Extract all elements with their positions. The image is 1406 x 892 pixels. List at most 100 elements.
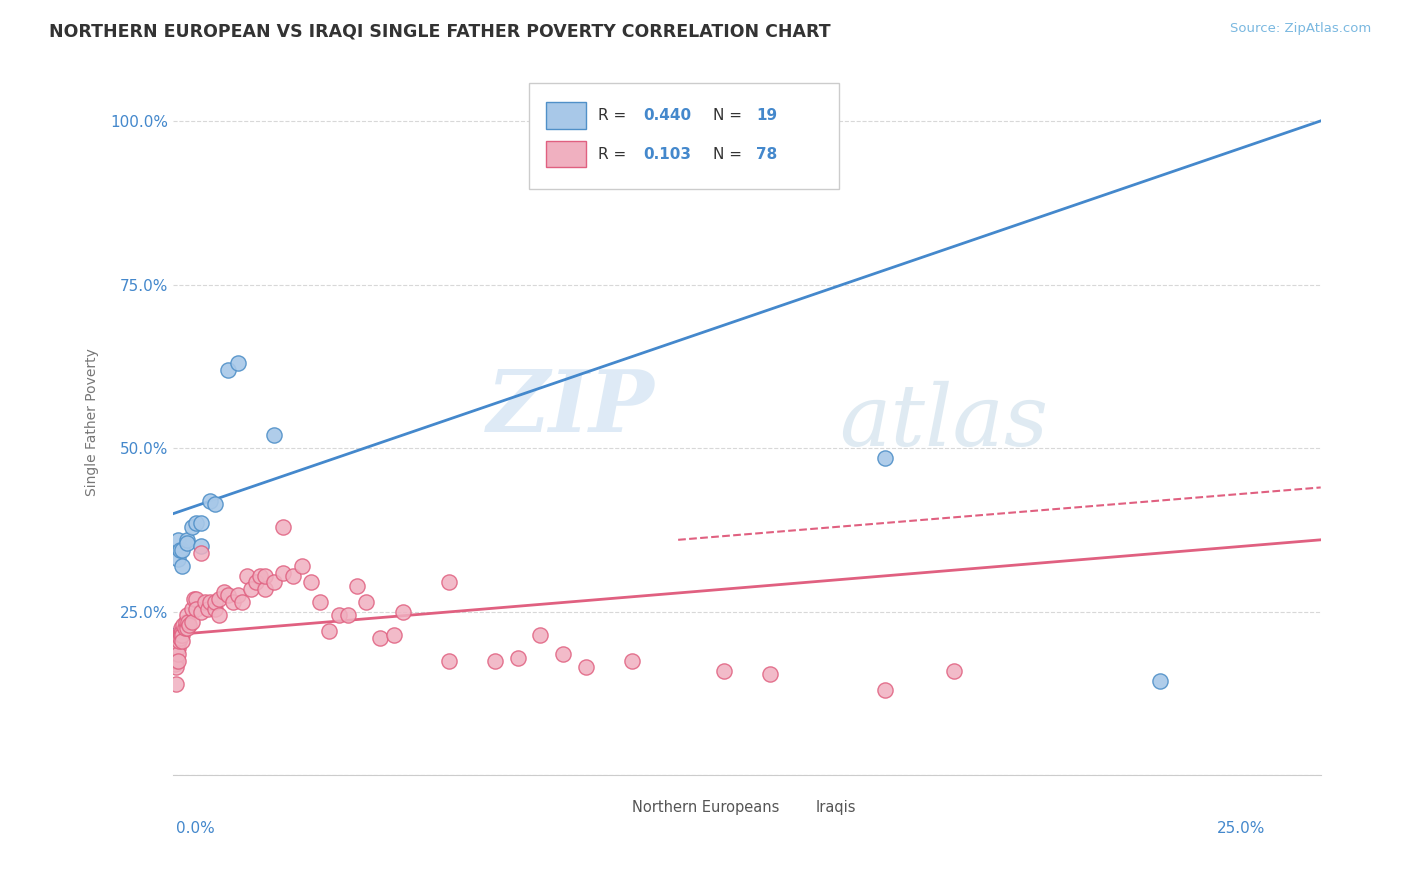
Point: [437, 654, 460, 668]
Point: [198, 595, 221, 609]
Point: [713, 664, 735, 678]
Text: ZIP: ZIP: [488, 366, 655, 450]
Point: [553, 648, 575, 662]
Point: [190, 605, 212, 619]
Point: [254, 569, 277, 583]
Point: [391, 605, 413, 619]
FancyBboxPatch shape: [770, 798, 807, 818]
Point: [167, 654, 190, 668]
Point: [336, 608, 359, 623]
Point: [204, 497, 226, 511]
Text: 25.0%: 25.0%: [1218, 821, 1265, 836]
Point: [169, 628, 191, 642]
Text: Northern Europeans: Northern Europeans: [633, 800, 779, 815]
Point: [529, 628, 551, 642]
Point: [172, 624, 194, 639]
Point: [621, 654, 644, 668]
Point: [167, 648, 190, 662]
Point: [176, 621, 198, 635]
Point: [273, 566, 295, 580]
Text: R =: R =: [598, 108, 631, 123]
FancyBboxPatch shape: [529, 83, 839, 189]
Point: [186, 516, 208, 531]
Point: [484, 654, 506, 668]
Point: [167, 533, 190, 547]
Point: [190, 546, 212, 560]
Point: [165, 628, 187, 642]
Point: [166, 660, 188, 674]
Point: [166, 654, 188, 668]
Point: [1149, 673, 1171, 688]
Text: R =: R =: [598, 146, 631, 161]
Point: [249, 569, 271, 583]
Point: [226, 589, 249, 603]
Point: [172, 628, 194, 642]
Point: [169, 542, 191, 557]
Point: [346, 579, 368, 593]
Point: [212, 585, 235, 599]
Point: [172, 559, 194, 574]
Point: [165, 644, 187, 658]
Point: [254, 582, 277, 596]
Point: [873, 450, 896, 465]
Point: [382, 628, 405, 642]
FancyBboxPatch shape: [546, 102, 586, 128]
Point: [217, 362, 239, 376]
Point: [506, 650, 529, 665]
Point: [177, 615, 200, 629]
Point: [167, 634, 190, 648]
Point: [263, 575, 285, 590]
Point: [291, 559, 314, 574]
Point: [328, 608, 350, 623]
Point: [217, 589, 239, 603]
Point: [240, 582, 263, 596]
Point: [172, 542, 194, 557]
Text: Source: ZipAtlas.com: Source: ZipAtlas.com: [1230, 22, 1371, 36]
Point: [575, 660, 598, 674]
Point: [309, 595, 332, 609]
Point: [169, 631, 191, 645]
Point: [873, 683, 896, 698]
Text: 78: 78: [756, 146, 778, 161]
Point: [245, 575, 267, 590]
Point: [166, 640, 188, 655]
Point: [174, 615, 197, 629]
Point: [172, 618, 194, 632]
Point: [180, 601, 202, 615]
Text: 0.103: 0.103: [644, 146, 692, 161]
Y-axis label: Single Father Poverty: Single Father Poverty: [86, 348, 100, 496]
Point: [263, 428, 285, 442]
Text: NORTHERN EUROPEAN VS IRAQI SINGLE FATHER POVERTY CORRELATION CHART: NORTHERN EUROPEAN VS IRAQI SINGLE FATHER…: [49, 22, 831, 40]
Point: [180, 615, 202, 629]
Point: [222, 595, 245, 609]
Point: [186, 601, 208, 615]
Point: [176, 536, 198, 550]
Point: [235, 569, 257, 583]
Text: 0.0%: 0.0%: [176, 821, 215, 836]
Point: [354, 595, 377, 609]
Text: atlas: atlas: [839, 381, 1047, 463]
Point: [208, 608, 231, 623]
Text: N =: N =: [713, 108, 747, 123]
FancyBboxPatch shape: [586, 798, 623, 818]
Point: [231, 595, 253, 609]
Point: [167, 552, 190, 566]
FancyBboxPatch shape: [546, 141, 586, 168]
Point: [204, 595, 226, 609]
Point: [190, 540, 212, 554]
Point: [197, 601, 219, 615]
Point: [281, 569, 304, 583]
Text: 0.440: 0.440: [644, 108, 692, 123]
Point: [179, 618, 201, 632]
Point: [368, 631, 391, 645]
Point: [183, 591, 205, 606]
Point: [204, 601, 226, 615]
Point: [165, 677, 187, 691]
Text: Iraqis: Iraqis: [815, 800, 856, 815]
Point: [198, 493, 221, 508]
Point: [942, 664, 965, 678]
Point: [176, 608, 198, 623]
Point: [167, 628, 190, 642]
Point: [170, 628, 193, 642]
Point: [194, 595, 217, 609]
